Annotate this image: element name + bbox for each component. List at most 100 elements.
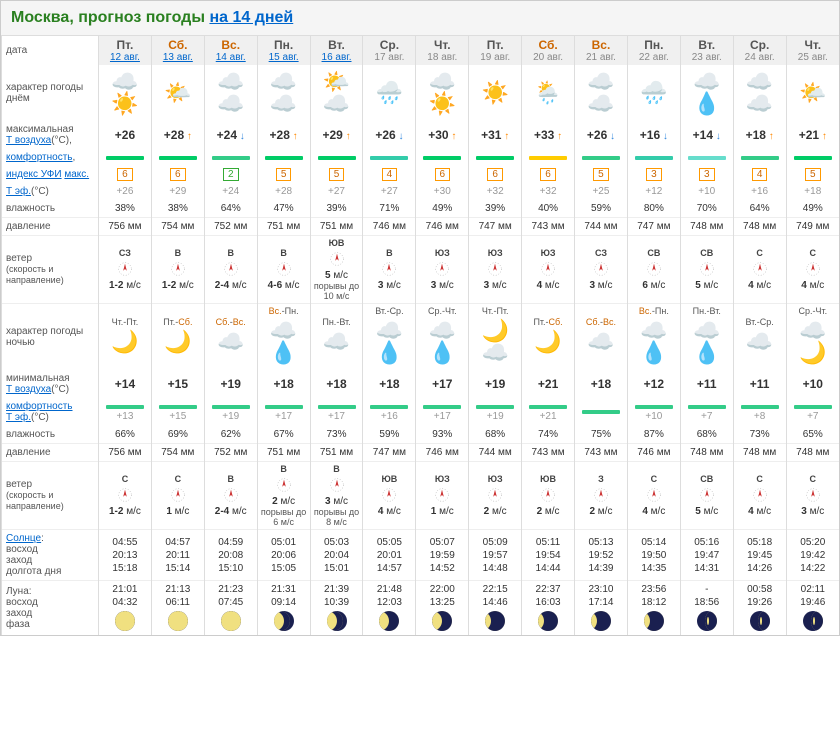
- date-link[interactable]: 13 авг.: [163, 52, 193, 63]
- moon-phase-icon: [485, 611, 505, 631]
- day-cell: 23:5618:12: [627, 581, 680, 636]
- day-cell: СВ6 м/с: [627, 236, 680, 304]
- date-link[interactable]: 14 авг.: [216, 52, 246, 63]
- wind-speed-night: 3 м/с: [313, 496, 361, 507]
- comfort-bar-night: [318, 405, 356, 409]
- date-text: 17 авг.: [374, 52, 404, 63]
- day-cell: 04:5920:0815:10: [204, 530, 257, 581]
- uvi-max-link[interactable]: макс.: [64, 169, 89, 180]
- day-cell: 05:1619:4714:31: [680, 530, 733, 581]
- sun-link[interactable]: Солнце: [6, 533, 41, 544]
- moon-phase-icon: [750, 611, 770, 631]
- day-abbr: Пт.: [101, 38, 149, 52]
- moon-times: 23:5618:12: [630, 583, 678, 609]
- day-cell: [575, 149, 628, 166]
- humidity-night: 74%: [538, 429, 558, 440]
- compass-icon: [645, 260, 663, 278]
- day-cell: 67%: [257, 426, 310, 444]
- comfort-bar-night: [423, 405, 461, 409]
- pressure: 749 мм: [796, 221, 829, 232]
- day-cell: [257, 149, 310, 166]
- day-cell: ☁️☀️: [416, 65, 469, 121]
- row-label: Луна:восходзаходфаза: [2, 581, 99, 636]
- wind-speed: 1-2 м/с: [154, 280, 202, 291]
- day-cell: С4 м/с: [733, 462, 786, 530]
- sun-times: 04:5920:0815:10: [207, 536, 255, 575]
- wind-speed-night: 4 м/с: [630, 506, 678, 517]
- weather-icon-night: 🌙: [524, 327, 572, 357]
- wind-dir: В: [260, 248, 308, 258]
- night-label: Ср.-Чт.: [418, 306, 466, 316]
- day-cell: 75%: [575, 426, 628, 444]
- weather-icon-day: ☁️☀️: [101, 67, 149, 119]
- tair-link[interactable]: Т воздуха: [6, 135, 51, 146]
- pressure: 752 мм: [214, 221, 247, 232]
- date-link[interactable]: 12 авг.: [110, 52, 140, 63]
- sun-times: 04:5520:1315:18: [101, 536, 149, 575]
- teff-value: +26: [116, 186, 133, 197]
- pressure: 746 мм: [373, 221, 406, 232]
- wind-speed: 5 м/с: [313, 270, 361, 281]
- wind-dir-night: С: [630, 474, 678, 484]
- humidity: 64%: [221, 203, 241, 214]
- wind-dir-night: С: [154, 474, 202, 484]
- day-cell: С4 м/с: [733, 236, 786, 304]
- weather-icon-night: ☁️: [577, 327, 625, 357]
- teff-link2[interactable]: Т эф.: [6, 412, 31, 423]
- day-cell: 5: [257, 166, 310, 183]
- pressure-night: 751 мм: [267, 447, 300, 458]
- date-link[interactable]: 15 авг.: [269, 52, 299, 63]
- day-cell: 05:0320:0415:01: [310, 530, 363, 581]
- day-cell: В3 м/с: [363, 236, 416, 304]
- day-cell: +25: [575, 183, 628, 200]
- comfort-bar: [529, 156, 567, 160]
- day-cell: 756 мм: [99, 444, 152, 462]
- wind-speed: 6 м/с: [630, 280, 678, 291]
- night-label: Пт.-Сб.: [524, 317, 572, 327]
- header: Москва, прогноз погоды на 14 дней: [1, 1, 839, 36]
- moon-times: 22:0013:25: [418, 583, 466, 609]
- humidity: 59%: [591, 203, 611, 214]
- date-text: 21 авг.: [586, 52, 616, 63]
- uvi-value: 5: [329, 168, 345, 181]
- forecast-link[interactable]: на 14 дней: [209, 9, 293, 26]
- wind-speed-night: 2-4 м/с: [207, 506, 255, 517]
- day-cell: 49%: [786, 200, 839, 218]
- day-cell: ☀️: [469, 65, 522, 121]
- night-label: Пн.-Вт.: [313, 317, 361, 327]
- day-cell: В4-6 м/с: [257, 236, 310, 304]
- compass-icon: [433, 260, 451, 278]
- wind-gust: порывы до 10 м/с: [313, 281, 361, 301]
- teff-link[interactable]: Т эф.: [6, 186, 31, 197]
- day-cell: 6: [469, 166, 522, 183]
- moon-phase-icon: [591, 611, 611, 631]
- day-cell: +27: [310, 183, 363, 200]
- day-cell: +28: [257, 121, 310, 149]
- day-cell: 6: [99, 166, 152, 183]
- uvi-link[interactable]: индекс УФИ: [6, 169, 62, 180]
- weather-icon-night: 🌙: [101, 327, 149, 357]
- moon-times: 21:4812:03: [365, 583, 413, 609]
- uvi-value: 5: [805, 168, 821, 181]
- moon-times: 02:1119:46: [789, 583, 837, 609]
- temp-min: +11: [697, 377, 717, 391]
- pressure-night: 746 мм: [637, 447, 670, 458]
- compass-icon: [380, 260, 398, 278]
- day-cell: ☁️☀️: [99, 65, 152, 121]
- day-cell: +10: [786, 370, 839, 398]
- day-cell: 93%: [416, 426, 469, 444]
- teff-night: +7: [807, 411, 818, 422]
- day-cell: +13: [99, 398, 152, 426]
- day-cell: 748 мм: [680, 444, 733, 462]
- compass-icon: [751, 260, 769, 278]
- comfort-link[interactable]: комфортность: [6, 152, 73, 163]
- date-link[interactable]: 16 авг.: [322, 52, 352, 63]
- day-cell: +30: [416, 183, 469, 200]
- day-cell: С1-2 м/с: [99, 462, 152, 530]
- humidity-night: 75%: [591, 429, 611, 440]
- tair-link2[interactable]: Т воздуха: [6, 384, 51, 395]
- comfort-bar: [318, 156, 356, 160]
- moon-times: 23:1017:14: [577, 583, 625, 609]
- comfort-link2[interactable]: комфортность: [6, 401, 73, 412]
- day-cell: ЮВ5 м/спорывы до 10 м/с: [310, 236, 363, 304]
